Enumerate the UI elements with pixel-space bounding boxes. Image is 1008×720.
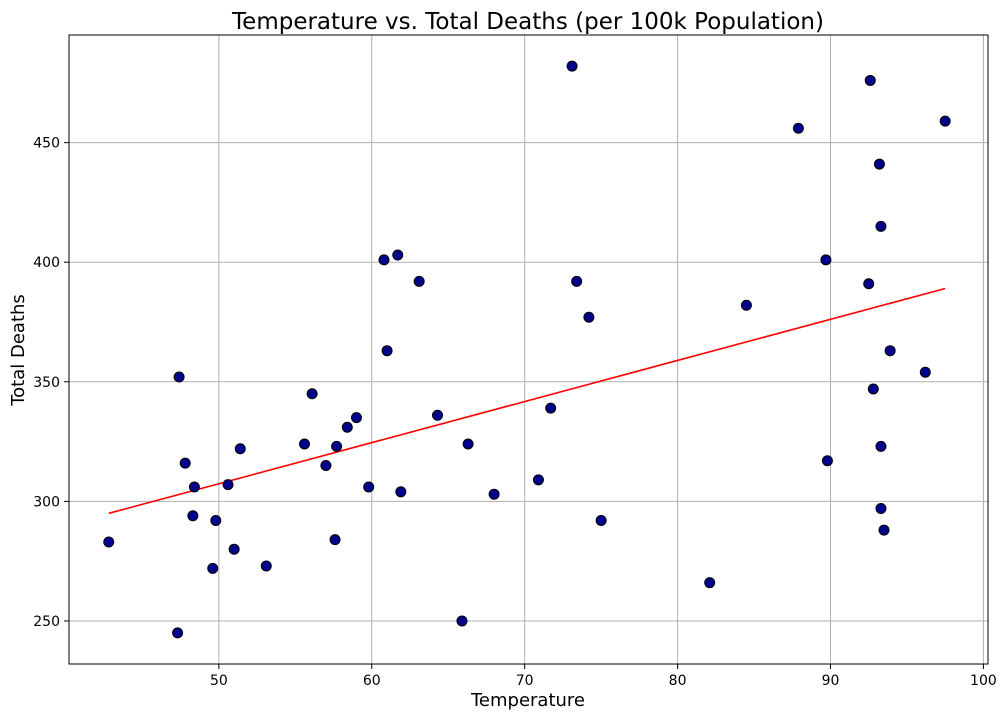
data-point xyxy=(341,421,353,433)
data-point xyxy=(378,254,390,266)
data-point xyxy=(381,345,393,357)
data-point xyxy=(566,60,578,72)
data-point xyxy=(864,74,876,86)
data-point xyxy=(919,366,931,378)
data-point xyxy=(260,560,272,572)
data-point xyxy=(863,278,875,290)
x-tick-label: 90 xyxy=(822,673,840,689)
data-point xyxy=(188,481,200,493)
regression-line xyxy=(108,287,946,515)
data-point xyxy=(873,158,885,170)
data-point xyxy=(820,254,832,266)
y-tick-label: 250 xyxy=(33,614,60,630)
data-point xyxy=(545,402,557,414)
data-point xyxy=(875,220,887,232)
data-point xyxy=(939,115,951,127)
data-point xyxy=(704,577,716,589)
data-point xyxy=(821,455,833,467)
data-point xyxy=(867,383,879,395)
data-point xyxy=(306,388,318,400)
data-point xyxy=(392,249,404,261)
tick-layer: 50 60 70 80 90 100 250 300 350 400 450 xyxy=(33,136,997,689)
chart-title: Temperature vs. Total Deaths (per 100k P… xyxy=(231,9,824,35)
y-tick-label: 350 xyxy=(33,375,60,391)
data-point xyxy=(413,275,425,287)
data-point xyxy=(462,438,474,450)
data-point xyxy=(432,409,444,421)
data-point xyxy=(363,481,375,493)
x-tick-label: 80 xyxy=(669,673,687,689)
data-point xyxy=(488,488,500,500)
data-point xyxy=(571,275,583,287)
x-tick-label: 70 xyxy=(516,673,534,689)
data-point xyxy=(875,440,887,452)
data-point xyxy=(595,515,607,527)
x-axis-label: Temperature xyxy=(470,690,585,711)
y-tick-label: 450 xyxy=(33,136,60,152)
y-tick-label: 400 xyxy=(33,255,60,271)
data-point xyxy=(187,510,199,522)
x-tick-label: 100 xyxy=(970,673,997,689)
grid-layer xyxy=(69,35,988,664)
data-point xyxy=(222,479,234,491)
data-point xyxy=(583,311,595,323)
data-point xyxy=(103,536,115,548)
y-tick-label: 300 xyxy=(33,494,60,510)
data-point xyxy=(878,524,890,536)
data-point xyxy=(331,440,343,452)
y-axis-label: Total Deaths xyxy=(8,294,29,407)
plot-frame xyxy=(68,34,989,665)
points-layer xyxy=(103,60,951,639)
data-point xyxy=(792,122,804,134)
data-point xyxy=(875,503,887,515)
regression-layer xyxy=(108,287,946,515)
data-point xyxy=(532,474,544,486)
data-point xyxy=(320,459,332,471)
x-tick-label: 60 xyxy=(363,673,381,689)
data-point xyxy=(172,627,184,639)
data-point xyxy=(234,443,246,455)
data-point xyxy=(884,345,896,357)
x-tick-label: 50 xyxy=(210,673,228,689)
data-point xyxy=(179,457,191,469)
data-point xyxy=(395,486,407,498)
data-point xyxy=(298,438,310,450)
data-point xyxy=(173,371,185,383)
data-point xyxy=(740,299,752,311)
data-point xyxy=(350,412,362,424)
data-point xyxy=(207,562,219,574)
data-point xyxy=(210,515,222,527)
data-point xyxy=(228,543,240,555)
data-point xyxy=(456,615,468,627)
data-point xyxy=(329,534,341,546)
